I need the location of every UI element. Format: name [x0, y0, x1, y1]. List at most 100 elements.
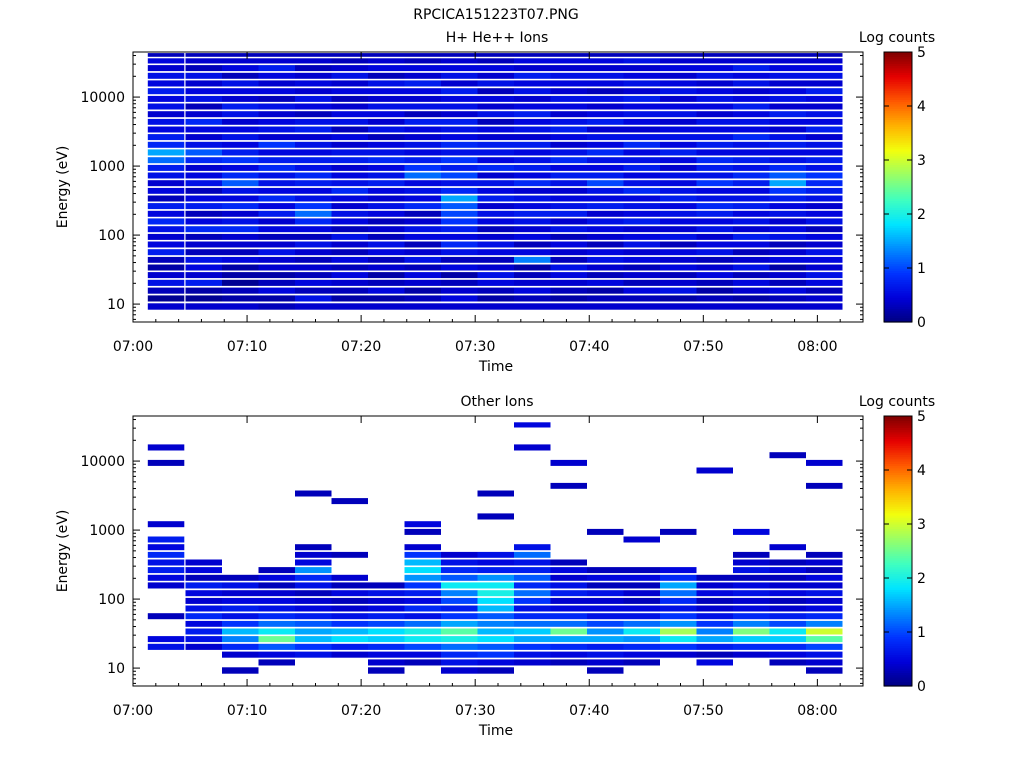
- colorbar-swatch: [884, 130, 912, 134]
- heatmap-cell: [368, 134, 405, 141]
- colorbar-swatch: [884, 274, 912, 278]
- heatmap-cell: [368, 141, 405, 148]
- heatmap-cell: [147, 582, 185, 589]
- colorbar-swatch: [884, 220, 912, 224]
- colorbar-swatch: [884, 422, 912, 426]
- heatmap-cell: [660, 620, 697, 627]
- heatmap-cell: [258, 80, 295, 87]
- heatmap-cell: [441, 605, 478, 612]
- y-tick-label: 10: [107, 297, 125, 313]
- colorbar-swatch: [884, 535, 912, 539]
- heatmap-cell: [477, 80, 514, 87]
- heatmap-cell: [185, 58, 222, 64]
- heatmap-cell: [623, 636, 660, 643]
- colorbar-swatch: [884, 564, 912, 568]
- colorbar-swatch: [884, 512, 912, 516]
- heatmap-cell: [733, 249, 770, 256]
- heatmap-cell: [696, 272, 733, 279]
- colorbar-tick-label: 2: [917, 207, 926, 223]
- heatmap-cell: [147, 249, 185, 256]
- colorbar-swatch: [884, 214, 912, 217]
- heatmap-cell: [587, 643, 624, 650]
- colorbar-swatch: [884, 557, 912, 561]
- heatmap-cell: [769, 272, 806, 279]
- heatmap-cell: [331, 187, 368, 194]
- heatmap-cell: [368, 111, 405, 118]
- colorbar-swatch: [884, 537, 912, 541]
- colorbar-swatch: [884, 166, 912, 170]
- heatmap-cell: [404, 241, 441, 248]
- heatmap-cell: [696, 80, 733, 87]
- heatmap-cell: [441, 636, 478, 643]
- heatmap-cell: [660, 72, 697, 79]
- colorbar-swatch: [884, 416, 912, 419]
- heatmap-cell: [404, 65, 441, 72]
- heatmap-cell: [623, 187, 660, 194]
- heatmap-cell: [550, 172, 587, 179]
- heatmap-cell: [769, 559, 806, 566]
- heatmap-cell: [733, 256, 770, 263]
- heatmap-cell: [258, 279, 295, 286]
- heatmap-cell: [769, 582, 806, 589]
- heatmap-cell: [441, 295, 478, 302]
- heatmap-cell: [660, 249, 697, 256]
- colorbar-swatch: [884, 218, 912, 222]
- heatmap-cell: [696, 279, 733, 286]
- heatmap-cell: [587, 528, 624, 535]
- colorbar-swatch: [884, 596, 912, 599]
- heatmap-cell: [404, 149, 441, 156]
- colorbar-swatch: [884, 245, 912, 249]
- heatmap-cell: [441, 65, 478, 72]
- heatmap-cell: [258, 203, 295, 210]
- heatmap-cell: [587, 659, 624, 666]
- heatmap-cell: [514, 551, 551, 558]
- heatmap-cell: [441, 88, 478, 95]
- colorbar-swatch: [884, 449, 912, 453]
- colorbar-swatch: [884, 548, 912, 552]
- heatmap-cell: [587, 172, 624, 179]
- heatmap-cell: [368, 667, 405, 674]
- heatmap-cell: [331, 613, 368, 620]
- heatmap-cell: [696, 590, 733, 597]
- heatmap-cell: [696, 72, 733, 79]
- heatmap-cell: [441, 279, 478, 286]
- heatmap-cell: [660, 256, 697, 263]
- heatmap-cell: [258, 574, 295, 581]
- heatmap-cell: [477, 88, 514, 95]
- heatmap-cell: [514, 264, 551, 271]
- heatmap-cell: [258, 95, 295, 102]
- heatmap-cell: [733, 574, 770, 581]
- colorbar-swatch: [884, 301, 912, 305]
- heatmap-cell: [441, 613, 478, 620]
- heatmap-cell: [696, 643, 733, 650]
- heatmap-cell: [295, 590, 332, 597]
- colorbar-swatch: [884, 636, 912, 640]
- heatmap-cell: [331, 256, 368, 263]
- heatmap-cell: [733, 65, 770, 72]
- colorbar-swatch: [884, 431, 912, 435]
- heatmap-cell: [806, 582, 843, 589]
- heatmap-cell: [258, 195, 295, 202]
- heatmap-cell: [404, 103, 441, 110]
- heatmap-cell: [514, 605, 551, 612]
- x-tick-label: 07:50: [683, 703, 723, 719]
- heatmap-cell: [733, 582, 770, 589]
- heatmap-cell: [660, 574, 697, 581]
- heatmap-cell: [331, 180, 368, 187]
- heatmap-cell: [514, 241, 551, 248]
- heatmap-cell: [258, 141, 295, 148]
- panel-h-he-ions: H+ He++ Ions Log counts 07:00 07:10 07:20 0…: [55, 30, 935, 375]
- colorbar-swatch: [884, 295, 912, 298]
- heatmap-cell: [441, 597, 478, 604]
- heatmap-cell: [185, 103, 222, 110]
- heatmap-cell: [185, 187, 222, 194]
- heatmap-cell: [806, 80, 843, 87]
- heatmap-cell: [331, 620, 368, 627]
- colorbar-swatch: [884, 463, 912, 467]
- heatmap-cell: [295, 65, 332, 72]
- heatmap-cell: [185, 605, 222, 612]
- heatmap-cell: [660, 590, 697, 597]
- heatmap-cell: [733, 272, 770, 279]
- colorbar-swatch: [884, 661, 912, 665]
- heatmap-cell: [806, 597, 843, 604]
